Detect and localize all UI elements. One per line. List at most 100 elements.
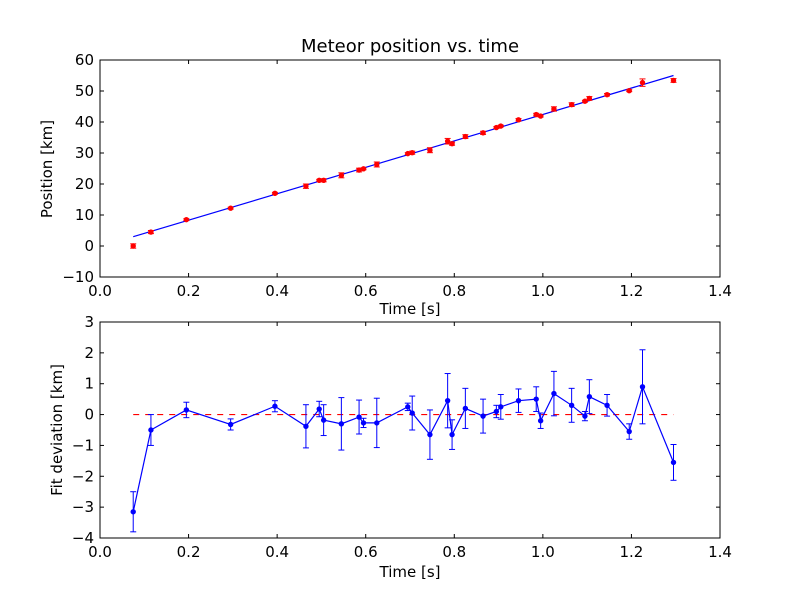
data-point [604,92,611,98]
point-marker [582,413,588,419]
data-point [626,87,633,94]
data-point [373,161,380,168]
point-marker [148,427,154,433]
y-tick-label: 3 [84,313,94,331]
point-marker [227,421,234,428]
data-point [360,417,367,429]
data-point [356,399,363,435]
point-marker [409,410,415,416]
point-marker [626,428,632,435]
point-marker [316,406,322,412]
data-point [320,177,327,183]
x-tick-label: 0.6 [354,282,378,300]
data-point [568,101,575,108]
x-tick-label: 0.4 [265,282,289,300]
data-point [568,387,575,423]
x-axis-label: Time [s] [379,563,441,581]
data-point [515,117,522,123]
y-axis-label: Fit deviation [km] [48,364,66,496]
data-point [497,394,504,420]
point-marker [183,407,190,413]
data-point [360,166,367,172]
data-point [480,130,487,136]
x-tick-label: 0.0 [88,282,112,300]
point-marker [449,141,455,147]
point-marker [515,117,522,123]
point-marker [586,95,593,102]
data-point [271,190,278,197]
data-point [338,172,345,179]
data-point [533,386,540,412]
data-point [409,149,416,156]
data-point [130,243,137,249]
point-marker [183,216,190,223]
data-point [356,167,363,173]
point-marker [374,161,380,168]
x-tick-label: 1.0 [531,543,555,561]
deviation-line [132,384,675,512]
y-tick-label: −4 [72,529,94,547]
point-marker [568,101,575,108]
data-point [515,388,522,413]
y-tick-label: 50 [75,82,94,100]
position-plot: Meteor position vs. time 0.0 0.2 0.4 0.6 0.8… [38,36,732,318]
x-tick-label: 0.8 [442,282,466,300]
point-marker [582,98,588,104]
data-point [639,349,646,425]
data-point [409,395,416,431]
point-marker [227,205,234,211]
point-marker [405,150,411,157]
data-point [271,400,278,413]
point-marker [533,396,539,402]
point-marker [303,423,309,429]
data-point [497,123,504,129]
x-tick-label: 1.2 [619,543,643,561]
data-point [493,124,500,131]
x-tick-label: 0.2 [177,543,201,561]
point-marker [148,229,154,235]
x-tick-label: 0.2 [177,282,201,300]
y-tick-label: 40 [75,113,94,131]
point-marker [444,138,451,144]
y-tick-label: −2 [72,467,94,485]
point-marker [626,87,632,94]
point-marker [320,417,327,423]
data-point [444,373,451,429]
point-marker [586,393,593,400]
data-point [449,419,456,450]
point-marker [338,421,345,427]
y-tick-label: 1 [84,375,94,393]
y-axis-label: Position [km] [38,120,56,218]
point-marker [515,397,522,404]
x-tick-label: 1.0 [531,282,555,300]
data-point [404,402,411,412]
data-point [373,397,380,449]
point-marker [272,190,278,197]
data-point [586,95,593,102]
data-point [183,216,190,223]
chart-title: Meteor position vs. time [301,36,519,57]
point-marker [374,420,380,426]
point-marker [356,414,362,420]
data-point [604,394,611,417]
data-point [462,133,469,140]
data-point [626,423,633,440]
point-marker [493,124,500,131]
point-marker [272,403,278,409]
y-tick-label: −1 [72,436,94,454]
x-tick-label: 0.6 [354,543,378,561]
y-tick-label: 60 [75,51,94,69]
y-tick-label: −3 [72,498,94,516]
data-point [320,404,327,437]
y-tick-label: 2 [84,344,94,362]
point-marker [130,509,136,515]
point-marker [670,459,677,466]
point-marker [360,166,367,172]
point-marker [409,149,415,156]
point-marker [533,111,539,118]
data-point [130,491,137,533]
point-marker [338,172,345,179]
point-marker [498,123,504,129]
data-point [550,106,557,112]
point-marker [130,243,136,249]
